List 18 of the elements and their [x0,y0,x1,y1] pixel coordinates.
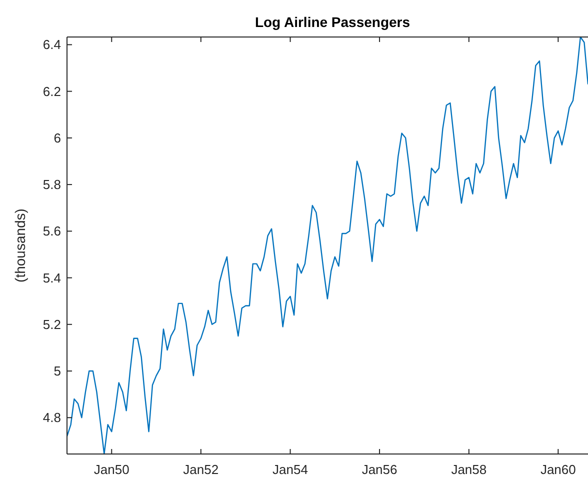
y-tick-label: 6 [54,130,61,146]
chart-title: Log Airline Passengers [254,14,410,30]
y-tick-label: 5.6 [42,224,61,239]
y-axis-title: (thousands) [12,208,28,282]
x-tick-label: Jan52 [183,462,219,477]
line-series [67,36,588,455]
y-tick-label: 5.4 [42,270,61,286]
y-tick-label: 5 [54,364,61,379]
x-tick-label: Jan58 [451,462,487,477]
x-tick-label: Jan60 [540,462,576,477]
x-tick-label: Jan56 [362,462,398,477]
x-tick-label: Jan54 [272,462,308,477]
y-tick-label: 4.8 [42,410,61,426]
y-tick-label: 5.2 [42,316,61,332]
x-tick-label: Jan50 [94,462,130,477]
y-tick-label: 6.2 [42,84,61,99]
y-tick-label: 5.8 [42,177,61,192]
y-tick-label: 6.4 [42,37,61,52]
